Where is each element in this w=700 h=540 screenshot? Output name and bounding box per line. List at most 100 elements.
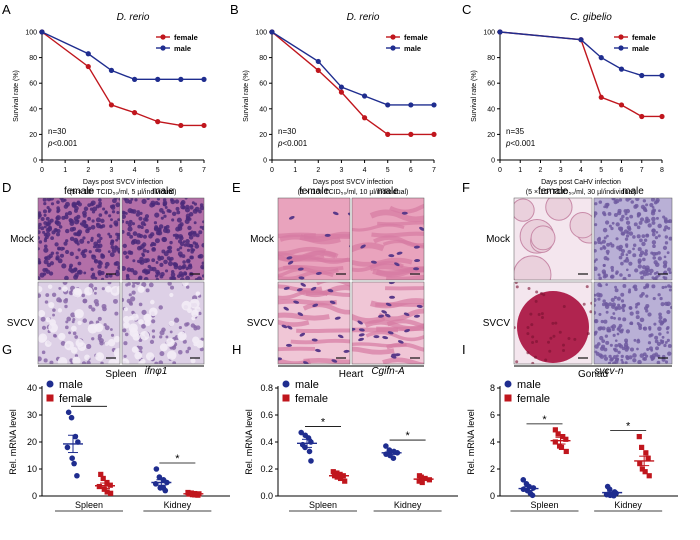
data-point-female xyxy=(195,492,201,498)
data-point-female xyxy=(598,94,604,100)
data-point-female xyxy=(361,115,368,121)
data-point-male xyxy=(385,102,391,108)
data-point-female xyxy=(101,486,107,492)
y-tick-label: 20 xyxy=(27,437,37,447)
data-point-male xyxy=(201,76,207,82)
micrograph-svcv-female xyxy=(37,281,121,365)
y-axis-label: Survival rate (%) xyxy=(13,70,20,122)
data-point-female xyxy=(659,113,665,120)
y-tick-label: 0.6 xyxy=(260,410,273,420)
significance-marker: * xyxy=(175,453,180,465)
data-point-male xyxy=(606,486,613,493)
data-point-male xyxy=(361,93,368,99)
data-point-male xyxy=(74,472,80,479)
x-axis-sublabel: (5 × 10⁶ TCID₅₀/ml, 5 µl/individual) xyxy=(70,189,177,196)
data-point-male xyxy=(408,102,414,108)
legend-label: female xyxy=(404,33,428,42)
data-point-male xyxy=(64,444,71,451)
data-point-male xyxy=(520,477,527,483)
annotation-n: n=35 xyxy=(506,127,525,136)
y-tick-label: 30 xyxy=(27,410,37,420)
data-point-female xyxy=(645,455,651,461)
x-tick-label: Spleen xyxy=(309,500,337,510)
data-point-female xyxy=(555,431,561,437)
data-point-female xyxy=(639,444,645,450)
row-label: Mock xyxy=(486,234,511,245)
x-tick-label: 2 xyxy=(86,167,90,174)
data-point-female xyxy=(342,478,348,484)
y-axis-label: Rel. mRNA level xyxy=(466,409,476,475)
x-axis-sublabel: (5 × 10⁷ TCID₅₀/ml, 30 µl/individual) xyxy=(526,189,636,196)
y-tick-label: 2 xyxy=(490,464,495,474)
data-point-male xyxy=(162,487,169,494)
legend-marker xyxy=(160,34,166,40)
data-point-male xyxy=(153,466,160,472)
y-tick-label: 20 xyxy=(29,132,37,139)
y-tick-label: 0 xyxy=(32,491,37,501)
y-tick-label: 60 xyxy=(487,81,495,88)
micrograph-svcv-male xyxy=(351,281,425,365)
panel-letter-b: B xyxy=(230,2,239,17)
micrograph-mock-female xyxy=(277,197,351,281)
x-tick-label: 4 xyxy=(133,167,137,174)
y-tick-label: 0.2 xyxy=(260,464,273,474)
x-tick-label: 1 xyxy=(518,167,522,174)
data-point-male xyxy=(69,455,75,462)
x-tick-label: 1 xyxy=(63,167,67,174)
data-point-female xyxy=(104,479,110,486)
significance-marker: * xyxy=(405,430,410,442)
data-point-male xyxy=(659,72,665,79)
x-tick-label: 0 xyxy=(270,167,274,174)
y-tick-label: 10 xyxy=(27,464,37,474)
y-axis-label: Survival rate (%) xyxy=(243,70,250,122)
y-tick-label: 0.4 xyxy=(260,437,273,447)
data-point-female xyxy=(334,470,340,476)
data-point-female xyxy=(330,469,336,475)
data-point-female xyxy=(201,122,207,129)
x-tick-label: 7 xyxy=(202,167,206,174)
y-tick-label: 8 xyxy=(490,383,495,393)
chart-i: 0 2 4 6 8 Rel. mRNA level svcv-n Spleen Kidney * *… xyxy=(466,366,678,512)
data-point-male xyxy=(338,84,345,90)
data-point-male xyxy=(431,102,437,108)
column-label: male xyxy=(152,186,174,197)
x-tick-label: Kidney xyxy=(394,500,422,510)
micrograph-border xyxy=(37,197,121,281)
x-tick-label: 5 xyxy=(386,167,390,174)
panel-letter-h: H xyxy=(232,342,241,357)
data-point-male xyxy=(529,492,536,499)
micrograph-border xyxy=(351,197,425,281)
y-tick-label: 20 xyxy=(487,132,495,139)
column-label: female xyxy=(538,186,568,197)
legend-label: male xyxy=(295,379,319,391)
histology-caption: Gonad xyxy=(578,369,608,380)
series-line-male xyxy=(271,31,434,106)
data-point-male xyxy=(39,29,45,35)
chart-title: svcv-n xyxy=(595,366,624,377)
data-point-female xyxy=(563,436,569,442)
data-point-female xyxy=(338,89,345,95)
y-tick-label: 40 xyxy=(259,106,267,113)
data-point-female xyxy=(552,427,558,433)
data-point-male xyxy=(108,67,115,73)
data-point-female xyxy=(639,113,645,120)
y-tick-label: 100 xyxy=(255,30,267,37)
y-tick-label: 0 xyxy=(490,491,495,501)
row-label: Mock xyxy=(10,234,35,245)
data-point-female xyxy=(558,444,565,450)
row-label: Mock xyxy=(250,234,275,245)
data-point-female xyxy=(131,110,138,116)
micrograph-svcv-female xyxy=(513,281,593,365)
data-point-female xyxy=(642,469,648,475)
x-tick-label: 7 xyxy=(432,167,436,174)
micrograph-border xyxy=(277,197,351,281)
micrograph-border xyxy=(513,281,593,365)
y-tick-label: 40 xyxy=(487,106,495,113)
data-point-male xyxy=(578,37,584,43)
data-point-male xyxy=(155,76,161,82)
y-tick-label: 0.8 xyxy=(260,383,273,393)
x-axis-label: Days post SVCV infection xyxy=(83,179,163,186)
significance-marker: * xyxy=(542,414,547,426)
x-tick-label: 5 xyxy=(156,167,160,174)
